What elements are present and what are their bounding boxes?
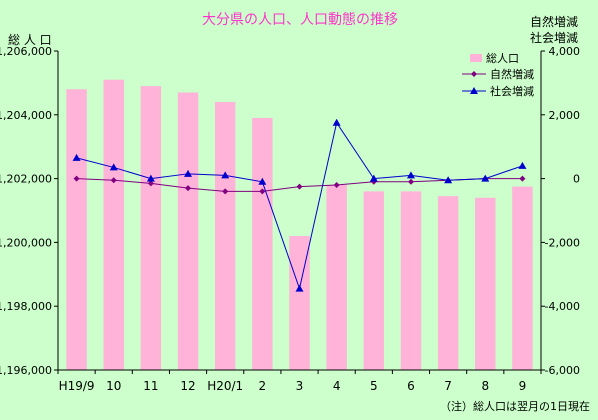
social-change-point — [72, 153, 81, 161]
left-tick-label: 1,202,000 — [0, 173, 52, 186]
social-change-point — [221, 171, 230, 179]
left-tick-label: 1,206,000 — [0, 45, 52, 58]
natural-change-point — [147, 180, 154, 187]
right-tick-label: -6,000 — [545, 364, 580, 377]
social-change-point — [406, 171, 415, 179]
social-change-point — [109, 163, 118, 171]
social-change-point — [481, 174, 490, 182]
right-axis-title-1: 自然増減 — [530, 14, 578, 29]
social-change-point — [369, 174, 378, 182]
chart-note: （注）総人口は翌月の1日現在 — [440, 399, 590, 413]
x-tick-label: H19/9 — [59, 379, 95, 393]
social-change-point — [295, 284, 304, 292]
social-change-point — [146, 174, 155, 182]
natural-change-point — [222, 188, 229, 195]
x-tick-label: 11 — [143, 379, 158, 393]
social-change-point — [258, 177, 267, 185]
social-change-point — [518, 161, 527, 169]
right-tick-label: 2,000 — [549, 109, 581, 122]
bar — [252, 117, 273, 371]
right-tick-label: -4,000 — [545, 300, 580, 313]
bar — [66, 89, 87, 370]
x-tick-label: 4 — [333, 379, 341, 393]
right-tick-label: -2,000 — [545, 236, 580, 249]
chart-title: 大分県の人口、人口動態の推移 — [202, 12, 398, 28]
legend-swatch-bar — [470, 54, 482, 62]
x-tick-label: 5 — [370, 379, 378, 393]
left-tick-label: 1,198,000 — [0, 300, 52, 313]
social-change-point — [184, 169, 193, 177]
x-tick-label: 10 — [106, 379, 121, 393]
left-tick-label: 1,196,000 — [0, 364, 52, 377]
x-tick-label: 8 — [481, 379, 489, 393]
x-tick-label: 3 — [296, 379, 304, 393]
legend-marker-natural — [471, 71, 477, 77]
bar — [326, 184, 347, 370]
bar — [400, 191, 422, 370]
bar — [437, 196, 459, 370]
natural-change-point — [407, 178, 414, 185]
x-tick-label: 12 — [180, 379, 195, 393]
right-axis-title-2: 社会増減 — [530, 30, 578, 45]
bar — [177, 92, 199, 370]
bar — [475, 197, 496, 370]
natural-change-point — [519, 175, 526, 182]
social-change-point — [332, 118, 341, 126]
left-axis-title: 総 人 口 — [8, 33, 52, 47]
x-tick-label: 9 — [519, 379, 527, 393]
natural-change-point — [333, 181, 340, 188]
right-tick-label: 0 — [573, 173, 580, 186]
legend: 総人口 自然増減 社会増減 — [462, 51, 534, 98]
x-tick-label: 2 — [259, 379, 267, 393]
natural-change-point — [259, 188, 266, 195]
bar — [512, 186, 533, 370]
legend-label-bar: 総人口 — [486, 51, 519, 65]
legend-marker-social — [470, 87, 478, 94]
bar — [214, 102, 236, 370]
x-tick-label: H20/1 — [207, 379, 243, 393]
natural-change-point — [110, 177, 117, 184]
natural-change-point — [185, 185, 192, 192]
x-tick-label: 6 — [407, 379, 415, 393]
legend-label-social: 社会増減 — [490, 84, 534, 98]
plot-area: 1,196,000 1,198,000 1,200,000 1,202,000 1,20… — [0, 45, 580, 393]
left-tick-label: 1,204,000 — [0, 109, 52, 122]
right-tick-label: 4,000 — [549, 45, 581, 58]
bar — [140, 86, 162, 370]
social-change-point — [444, 176, 453, 184]
legend-label-natural: 自然増減 — [490, 67, 534, 81]
bar — [289, 236, 310, 370]
natural-change-point — [296, 183, 303, 190]
bar — [363, 191, 385, 370]
left-tick-label: 1,200,000 — [0, 236, 52, 249]
natural-change-point — [73, 175, 80, 182]
bar — [103, 79, 124, 371]
x-tick-label: 7 — [444, 379, 452, 393]
